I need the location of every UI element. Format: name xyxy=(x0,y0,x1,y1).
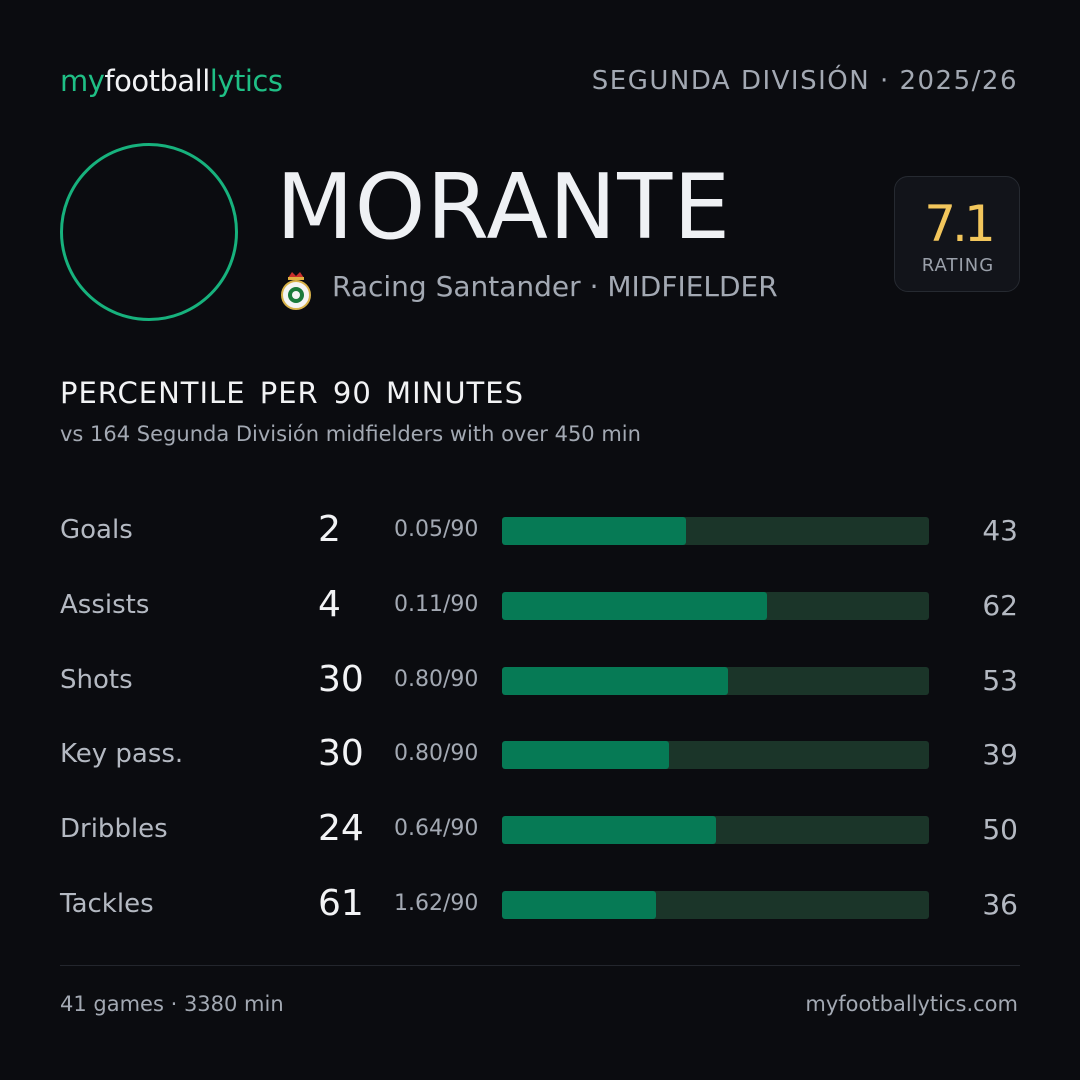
stat-total: 30 xyxy=(318,733,364,775)
stat-label: Key pass. xyxy=(60,739,184,770)
percentile-value: 50 xyxy=(982,813,1018,847)
stat-label: Tackles xyxy=(60,889,154,919)
rating: 7.1 xyxy=(924,195,996,253)
brand-part: my xyxy=(60,64,105,98)
percentile-value: 62 xyxy=(982,588,1018,622)
stat-total: 4 xyxy=(318,583,341,625)
percentile-bar xyxy=(502,816,716,845)
percentile-value: 36 xyxy=(982,888,1018,921)
percentile-bar xyxy=(502,891,656,919)
stat-total: 30 xyxy=(318,658,364,700)
percentile-bar xyxy=(502,517,686,545)
bar-track xyxy=(502,891,929,919)
percentile-bar xyxy=(502,741,669,770)
percentile-value: 39 xyxy=(982,738,1018,772)
stat-per90: 0.05/90 xyxy=(394,517,479,542)
bar-track xyxy=(502,517,929,545)
bar-track xyxy=(502,591,929,620)
bar-track xyxy=(502,816,929,845)
stat-label: Goals xyxy=(60,515,133,545)
stat-per90: 0.64/90 xyxy=(394,816,479,842)
section-subtitle: vs 164 Segunda División midfielders with… xyxy=(60,422,641,446)
player-name: MORANTE xyxy=(276,155,732,260)
stat-label: Dribbles xyxy=(60,814,168,845)
percentile-bar xyxy=(502,666,729,695)
stat-total: 61 xyxy=(318,883,364,924)
stat-per90: 1.62/90 xyxy=(394,891,479,916)
stat-label: Assists xyxy=(60,589,150,620)
brand-part: football xyxy=(104,64,210,98)
rating-box: 7.1 RATING xyxy=(894,176,1020,292)
stat-per90: 0.11/90 xyxy=(394,591,479,617)
section-title: PERCENTILE PER 90 MINUTES xyxy=(60,376,524,410)
club-position: Racing Santander · MIDFIELDER xyxy=(332,270,778,303)
avatar xyxy=(60,143,238,321)
bar-track xyxy=(502,666,929,695)
footer-url: myfootballytics.com xyxy=(805,992,1018,1016)
stat-total: 2 xyxy=(318,509,341,550)
stat-per90: 0.80/90 xyxy=(394,666,479,692)
league: SEGUNDA DIVISIÓN · 2025/26 xyxy=(591,66,1018,96)
stat-per90: 0.80/90 xyxy=(394,741,479,767)
bar-track xyxy=(502,741,929,770)
percentile-bar xyxy=(502,591,767,620)
divider xyxy=(60,965,1020,966)
rating-label: RATING xyxy=(921,255,995,276)
stat-label: Shots xyxy=(60,664,133,695)
brand-part: lytics xyxy=(209,64,283,98)
footer-stats: 41 games · 3380 min xyxy=(60,992,284,1016)
percentile-value: 53 xyxy=(982,663,1018,697)
stat-total: 24 xyxy=(318,808,364,850)
club-crest xyxy=(281,272,311,310)
percentile-value: 43 xyxy=(982,514,1018,547)
brand: myfootballlytics xyxy=(60,64,283,98)
